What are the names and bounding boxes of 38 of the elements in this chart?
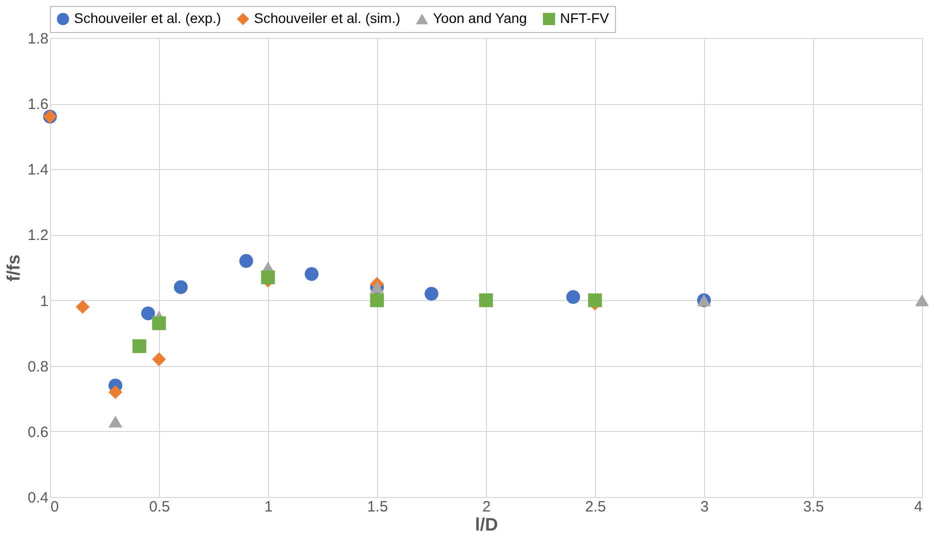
y-tick-label: 0.6 <box>28 424 48 441</box>
legend-label: Schouveiler et al. (sim.) <box>254 10 400 26</box>
point <box>915 294 929 306</box>
x-axis-title: l/D <box>474 514 498 534</box>
y-tick-label: 1.4 <box>28 162 48 179</box>
x-tick-label: 1.5 <box>367 498 388 516</box>
point <box>304 267 318 281</box>
x-tick-label: 2 <box>482 498 491 516</box>
legend-label: Yoon and Yang <box>433 10 527 26</box>
point <box>152 352 166 366</box>
point <box>141 306 155 320</box>
point <box>174 280 188 294</box>
point <box>76 300 90 314</box>
x-tick-label: 1 <box>264 498 273 516</box>
x-tick-label: 3 <box>700 498 709 516</box>
point <box>108 416 122 428</box>
point <box>566 290 580 304</box>
x-tick-label: 3.5 <box>803 498 824 516</box>
x-tick-label: 0 <box>50 498 59 516</box>
point <box>370 293 384 308</box>
point <box>108 385 122 399</box>
y-tick-label: 0.4 <box>28 490 48 506</box>
point <box>424 286 438 301</box>
point <box>152 316 166 330</box>
y-axis-title: f/fs <box>4 254 24 282</box>
point <box>239 254 254 268</box>
y-tick-label: 1.8 <box>28 30 48 48</box>
y-tick-label: 0.8 <box>28 358 48 376</box>
point <box>132 339 146 354</box>
x-tick-label: 0.5 <box>149 498 170 516</box>
y-tick-label: 1.2 <box>28 227 48 244</box>
y-tick-label: 1.6 <box>28 96 48 114</box>
y-tick-label: 1 <box>40 292 48 310</box>
x-tick-label: 4 <box>914 498 922 516</box>
legend-label: NFT-FV <box>560 10 610 26</box>
legend-label: Schouveiler et al. (exp.) <box>74 10 222 26</box>
x-tick-label: 2.5 <box>585 498 606 516</box>
point <box>479 293 493 308</box>
